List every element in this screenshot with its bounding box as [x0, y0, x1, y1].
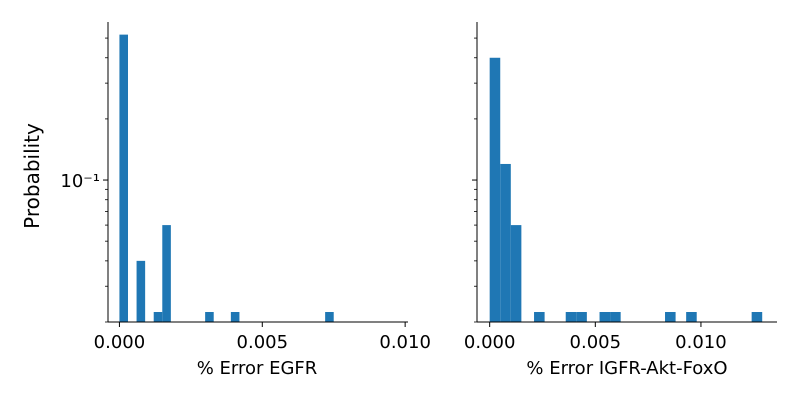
igfr-akt-foxo-x-axis-label: % Error IGFR-Akt-FoxO	[526, 358, 727, 379]
egfr-x-axis-label: % Error EGFR	[197, 358, 318, 379]
igfr-akt-foxo-x-tick-label-2: 0.010	[675, 332, 727, 353]
igfr-akt-foxo-bar-4	[565, 312, 577, 322]
igfr-akt-foxo-bars	[489, 57, 763, 323]
egfr-bar-0	[119, 34, 128, 322]
igfr-akt-foxo-x-tick-label-1: 0.005	[570, 332, 622, 353]
igfr-akt-foxo-axes: 0.000 0.005 0.010	[464, 22, 777, 353]
egfr-bar-4	[205, 312, 214, 322]
igfr-akt-foxo-bar-9	[686, 312, 697, 322]
igfr-akt-foxo-x-tick-label-0: 0.000	[464, 332, 516, 353]
egfr-bar-1	[136, 260, 146, 322]
egfr-x-tick-label-2: 0.010	[379, 332, 431, 353]
igfr-akt-foxo-bar-10	[751, 312, 763, 322]
egfr-bar-6	[325, 312, 334, 322]
igfr-akt-foxo-bar-8	[665, 312, 676, 322]
y-axis-label: Probability	[20, 123, 44, 229]
egfr-bars	[119, 34, 334, 322]
egfr-y-tick-label-0: 10⁻¹	[60, 171, 100, 192]
egfr-x-tick-label-0: 0.000	[94, 332, 146, 353]
igfr-akt-foxo-bar-7	[610, 312, 621, 322]
igfr-akt-foxo-bar-6	[599, 312, 611, 322]
igfr-akt-foxo-bar-5	[576, 312, 587, 322]
igfr-akt-foxo-bar-1	[500, 163, 511, 322]
igfr-akt-foxo-bar-2	[510, 225, 522, 322]
igfr-akt-foxo-error-histogram: 0.000 0.005 0.010 % Error IGFR-Akt-FoxO	[464, 22, 777, 379]
egfr-axes: 0.000 0.005 0.010 10⁻¹	[60, 22, 431, 353]
egfr-x-tick-label-1: 0.005	[237, 332, 289, 353]
igfr-akt-foxo-bar-3	[534, 312, 545, 322]
igfr-akt-foxo-bar-0	[489, 57, 501, 323]
egfr-bar-2	[153, 312, 163, 322]
egfr-bar-5	[230, 312, 240, 322]
egfr-bar-3	[162, 225, 171, 322]
egfr-error-histogram: 0.000 0.005 0.010 10⁻¹ % Error EGFR	[60, 22, 431, 379]
